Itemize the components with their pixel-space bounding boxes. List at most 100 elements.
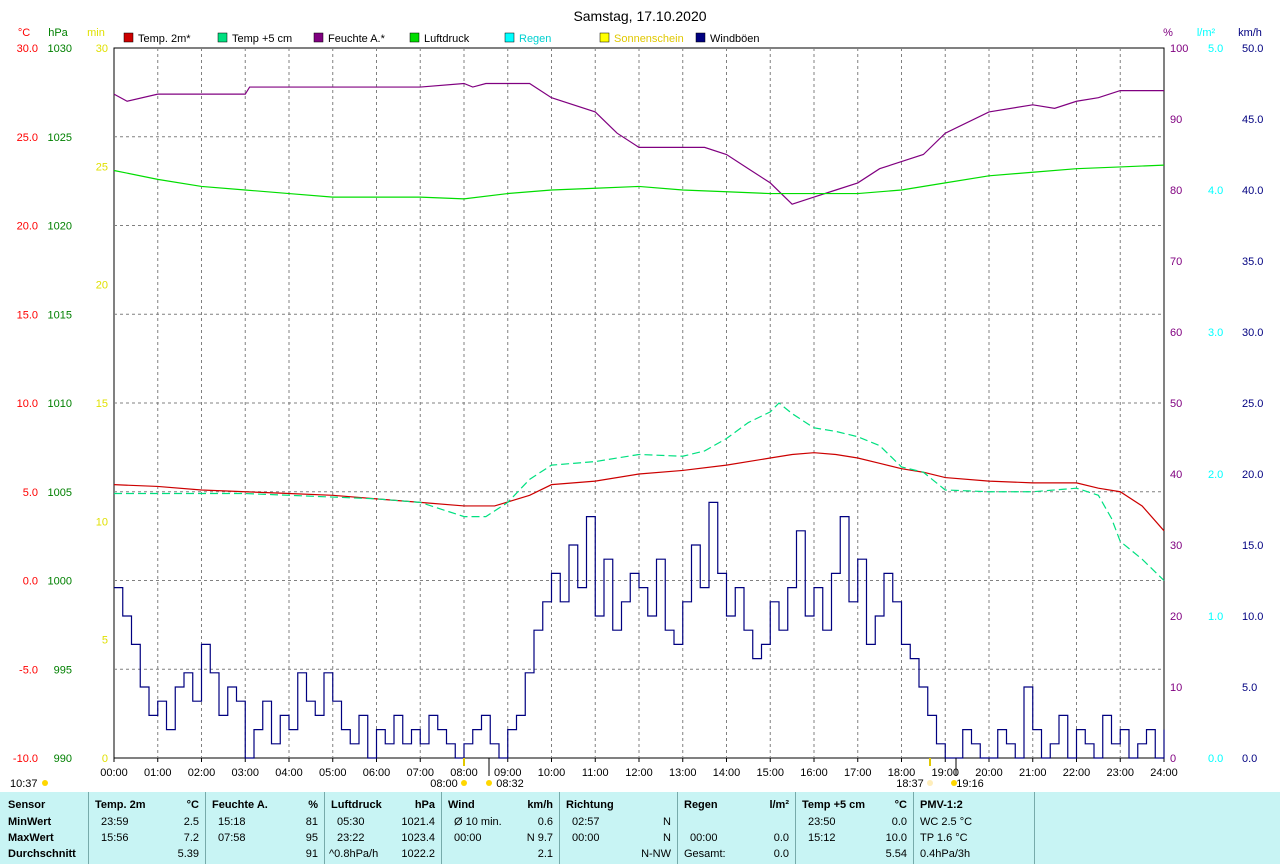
temp-axis-tick: 15.0 bbox=[17, 309, 38, 321]
sunshine-unit-label: min bbox=[87, 27, 105, 39]
header-sensor: Sensor bbox=[8, 799, 46, 811]
rain-unit-label: l/m² bbox=[1197, 27, 1216, 39]
unit-feuchte: % bbox=[308, 799, 318, 811]
legend: Temp. 2m* Temp +5 cm Feuchte A.* Luftdruck R… bbox=[123, 32, 760, 45]
grid bbox=[114, 48, 1164, 758]
wind-axis-tick: 5.0 bbox=[1242, 682, 1257, 694]
axis-unit-labels: °C hPa min% l/m² km/h bbox=[18, 27, 1262, 39]
regen-total-label: Gesamt: bbox=[684, 848, 726, 860]
x-tick-label: 23:00 bbox=[1106, 767, 1134, 779]
series-luftdruck bbox=[113, 164, 1165, 200]
header-wind: Wind bbox=[448, 799, 475, 811]
sunrise-label: 08:00 bbox=[430, 778, 458, 790]
x-tick-label: 14:00 bbox=[713, 767, 741, 779]
temp2m-min-time: 23:59 bbox=[101, 816, 129, 828]
pressure-axis-tick: 1020 bbox=[48, 221, 72, 233]
humidity-axis-tick: 0 bbox=[1170, 753, 1176, 765]
richtung-max-time: 00:00 bbox=[572, 832, 600, 844]
temp-axis-tick: -5.0 bbox=[19, 664, 38, 676]
temp-axis-tick: -10.0 bbox=[13, 753, 38, 765]
sunrise-time-label: 08:32 bbox=[496, 778, 524, 790]
luftdruck-trend: ^0.8hPa/h bbox=[329, 848, 379, 860]
regen-total: 0.0 bbox=[773, 848, 789, 860]
x-tick-label: 13:00 bbox=[669, 767, 697, 779]
temp-axis-tick: 10.0 bbox=[17, 398, 38, 410]
legend-label: Sonnenschein bbox=[614, 33, 684, 45]
series bbox=[113, 82, 1165, 759]
richtung-max: N bbox=[663, 832, 671, 844]
sunshine-axis-tick: 20 bbox=[96, 280, 108, 292]
wind-axis-tick: 20.0 bbox=[1242, 469, 1263, 481]
header-temp5cm: Temp +5 cm bbox=[802, 799, 866, 811]
rain-axis-tick: 1.0 bbox=[1208, 611, 1223, 623]
legend-swatch bbox=[313, 32, 324, 43]
sunset-time-label: 19:16 bbox=[956, 778, 984, 790]
temp5cm-max-time: 15:12 bbox=[808, 832, 836, 844]
wind-axis-tick: 10.0 bbox=[1242, 611, 1263, 623]
feuchte-max-time: 07:58 bbox=[218, 832, 246, 844]
humidity-axis-tick: 90 bbox=[1170, 114, 1182, 126]
x-tick-label: 09:00 bbox=[494, 767, 522, 779]
x-tick-label: 08:00 bbox=[450, 767, 478, 779]
x-tick-label: 18:00 bbox=[888, 767, 916, 779]
pressure-axis-tick: 1000 bbox=[48, 576, 72, 588]
sunset-icon bbox=[927, 780, 933, 786]
pressure-axis-tick: 1010 bbox=[48, 398, 72, 410]
sun-markers: 08:00 08:32 18:37 19:16 10:37 bbox=[10, 758, 984, 790]
x-tick-label: 15:00 bbox=[756, 767, 784, 779]
temp2m-avg: 5.39 bbox=[177, 848, 199, 860]
x-tick-label: 01:00 bbox=[144, 767, 172, 779]
series-windb-en bbox=[114, 501, 1165, 759]
humidity-axis-tick: 80 bbox=[1170, 185, 1182, 197]
sunshine-axis-tick: 15 bbox=[96, 398, 108, 410]
sunshine-axis-tick: 30 bbox=[96, 43, 108, 55]
pmv-windchill: WC 2.5 °C bbox=[920, 816, 973, 828]
luftdruck-min: 1021.4 bbox=[401, 816, 435, 828]
humidity-axis-tick: 100 bbox=[1170, 43, 1188, 55]
regen-max-time: 00:00 bbox=[690, 832, 718, 844]
statistics-table: Sensor MinWert MaxWert Durchschnitt Temp… bbox=[0, 792, 1280, 864]
sunshine-axis-tick: 25 bbox=[96, 161, 108, 173]
unit-regen: l/m² bbox=[769, 799, 789, 811]
wind-axis-tick: 25.0 bbox=[1242, 398, 1263, 410]
sunshine-axis-tick: 5 bbox=[102, 635, 108, 647]
unit-temp2m: °C bbox=[186, 799, 199, 811]
richtung-avg: N-NW bbox=[641, 848, 671, 860]
humidity-unit-label: % bbox=[1163, 27, 1173, 39]
x-tick-label: 17:00 bbox=[844, 767, 872, 779]
temp5cm-min: 0.0 bbox=[891, 816, 907, 828]
temp5cm-max: 10.0 bbox=[885, 832, 907, 844]
pressure-axis-tick: 995 bbox=[54, 664, 72, 676]
wind-avg: 2.1 bbox=[537, 848, 553, 860]
temp2m-max: 7.2 bbox=[183, 832, 199, 844]
legend-swatch bbox=[599, 32, 610, 43]
x-tick-label: 03:00 bbox=[231, 767, 259, 779]
header-temp2m: Temp. 2m bbox=[95, 799, 146, 811]
temp5cm-min-time: 23:50 bbox=[808, 816, 836, 828]
pressure-axis-tick: 990 bbox=[54, 753, 72, 765]
wind-max: N 9.7 bbox=[526, 832, 553, 844]
unit-luftdruck: hPa bbox=[414, 799, 435, 811]
temp-unit-label: °C bbox=[18, 27, 30, 39]
wind-unit-label: km/h bbox=[1238, 27, 1262, 39]
weather-chart: Samstag, 17.10.2020 Temp. 2m* Temp +5 cm F… bbox=[10, 8, 1263, 790]
wind-axis-tick: 30.0 bbox=[1242, 327, 1263, 339]
humidity-axis-tick: 30 bbox=[1170, 540, 1182, 552]
wind-axis-tick: 45.0 bbox=[1242, 114, 1263, 126]
humidity-axis-tick: 60 bbox=[1170, 327, 1182, 339]
wind-axis-tick: 0.0 bbox=[1242, 753, 1257, 765]
header-pmv: PMV-1:2 bbox=[920, 799, 963, 811]
legend-label: Luftdruck bbox=[424, 33, 470, 45]
x-tick-label: 21:00 bbox=[1019, 767, 1047, 779]
x-tick-label: 24:00 bbox=[1150, 767, 1178, 779]
daylight-icon bbox=[42, 780, 48, 786]
rain-axis-tick: 5.0 bbox=[1208, 43, 1223, 55]
x-tick-label: 00:00 bbox=[100, 767, 128, 779]
richtung-min-time: 02:57 bbox=[572, 816, 600, 828]
wind-axis-tick: 35.0 bbox=[1242, 256, 1263, 268]
wind-axis-tick: 50.0 bbox=[1242, 43, 1263, 55]
unit-temp5cm: °C bbox=[894, 799, 907, 811]
sunrise-icon bbox=[461, 780, 467, 786]
rain-axis-tick: 2.0 bbox=[1208, 469, 1223, 481]
series-feuchte-a- bbox=[113, 82, 1164, 205]
